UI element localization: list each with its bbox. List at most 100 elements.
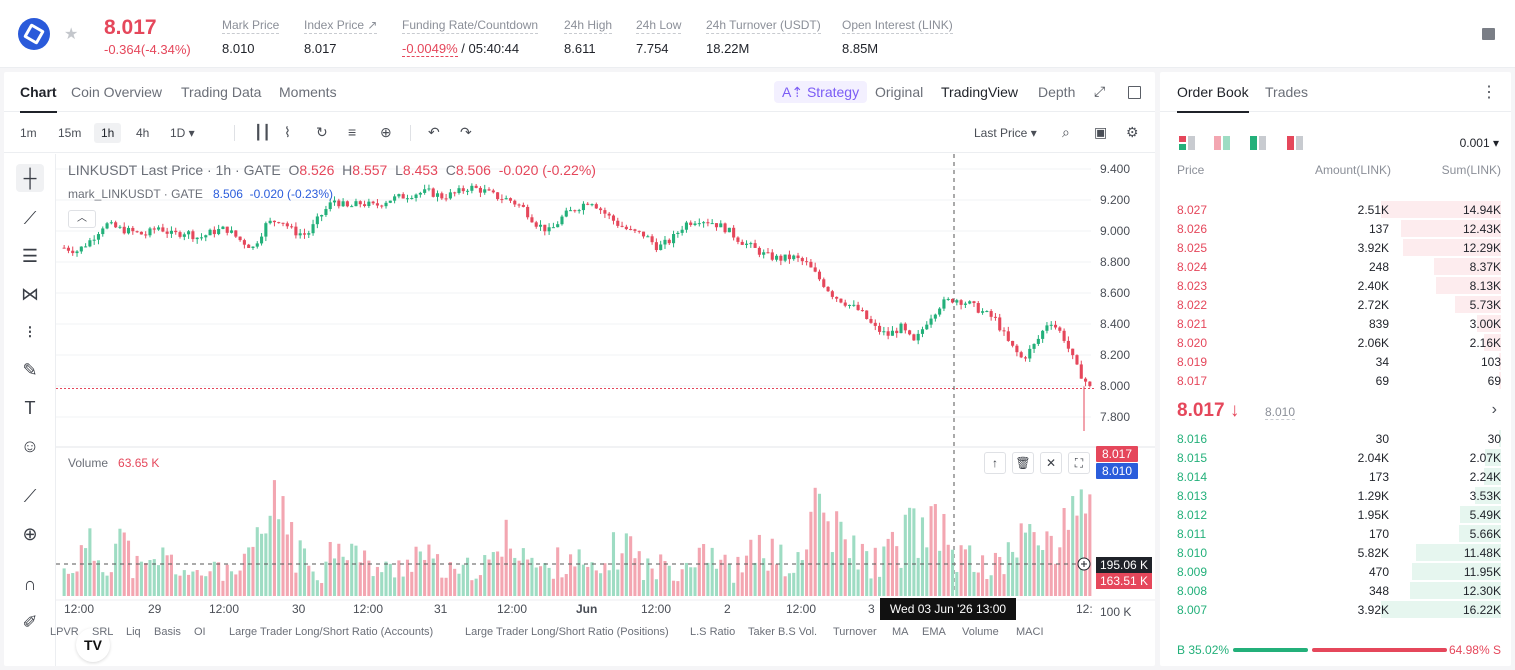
text-tool-icon[interactable]: T [24,398,36,418]
view-both-icon[interactable] [1179,136,1195,150]
emoji-icon[interactable]: ☺ [20,436,40,456]
indicator-item[interactable]: Large Trader Long/Short Ratio (Positions… [465,626,669,638]
indicator-item[interactable]: Volume [962,626,999,638]
ask-row[interactable]: 8.022 2.72K 5.73K [1160,295,1511,314]
indicator-item[interactable]: Taker B.S Vol. [748,626,818,638]
ask-row[interactable]: 8.024 248 8.37K [1160,257,1511,276]
indicator-item[interactable]: Basis [154,626,181,638]
more-options-icon[interactable]: ⋮ [1481,84,1497,101]
interval-1d[interactable]: 1D ▾ [170,126,195,140]
interval-4h[interactable]: 4h [136,126,150,140]
interval-15m[interactable]: 15m [58,126,82,140]
bid-row[interactable]: 8.010 5.82K 11.48K [1160,543,1511,562]
camera-icon[interactable]: ▣ [1094,124,1108,140]
ask-row[interactable]: 8.019 34 103 [1160,352,1511,371]
refresh-icon[interactable]: ↻ [316,124,328,140]
bid-row[interactable]: 8.014 173 2.24K [1160,467,1511,486]
tab-order-book[interactable]: Order Book [1177,84,1249,113]
indicator-item[interactable]: Large Trader Long/Short Ratio (Accounts) [229,626,434,638]
candle [92,239,96,241]
price-chart[interactable]: LINKUSDT Last Price · 1h · GATE O8.526 H… [50,154,1155,666]
undo-icon[interactable]: ↶ [428,124,440,140]
crosshair-icon[interactable]: ┼ [16,164,44,192]
search-icon[interactable]: ⌕ [1062,124,1070,140]
view-original[interactable]: Original [875,84,924,100]
pattern-icon[interactable]: ⋈ [21,284,39,304]
strategy-button[interactable]: A⇡ Strategy [774,81,868,103]
tab-trading-data[interactable]: Trading Data [181,84,262,100]
candle [736,237,740,242]
indicator-item[interactable]: Liq [126,626,141,638]
ask-row[interactable]: 8.020 2.06K 2.16K [1160,333,1511,352]
book-icon[interactable] [1482,28,1495,40]
view-asks-icon[interactable] [1287,136,1303,150]
maximize-icon[interactable]: ⛶ [1068,452,1090,474]
ask-row[interactable]: 8.017 69 69 [1160,371,1511,390]
redo-icon[interactable]: ↷ [460,124,472,140]
bid-row[interactable]: 8.013 1.29K 3.53K [1160,486,1511,505]
drawing-toolbar: ┼ ⟋ ☰ ⋈ ⁝ ✎ T ☺ ⟋ ⊕ ∩ ✐ [4,154,56,666]
brush-icon[interactable]: ✎ [22,360,38,380]
indicator-item[interactable]: L.S Ratio [690,626,736,638]
bid-row[interactable]: 8.011 170 5.66K [1160,524,1511,543]
collapse-legend-button[interactable]: ︿ [68,210,96,228]
collapse-icon[interactable]: ✕ [1040,452,1062,474]
pencil-lock-icon[interactable]: ✐ [22,612,38,632]
horizontal-lines-icon[interactable]: ☰ [21,246,39,266]
ask-row[interactable]: 8.025 3.92K 12.29K [1160,238,1511,257]
tab-chart[interactable]: Chart [20,84,57,113]
favorite-star-icon[interactable]: ★ [64,26,79,43]
ask-row[interactable]: 8.023 2.40K 8.13K [1160,276,1511,295]
magnet-icon[interactable]: ∩ [23,574,37,594]
ask-row[interactable]: 8.026 137 12.43K [1160,219,1511,238]
stat-funding-rate[interactable]: Funding Rate/Countdown -0.0049% / 05:40:… [402,18,539,57]
view-depth[interactable]: Depth [1038,84,1076,100]
zoom-in-icon[interactable]: ⊕ [22,524,38,544]
bid-row[interactable]: 8.008 348 12.30K [1160,581,1511,600]
precision-select[interactable]: 0.001 ▾ [1459,136,1499,150]
volume-bar [676,581,680,596]
fib-icon[interactable]: ⁝ [27,322,33,342]
template-icon[interactable]: ≡ [348,124,357,140]
indicator-item[interactable]: LPVR [50,626,79,638]
add-indicator-icon[interactable]: ⊕ [380,124,392,140]
trendline-icon[interactable]: ⟋ [23,208,37,228]
volume-bar [453,568,457,596]
window-icon[interactable] [1128,86,1141,99]
interval-1h[interactable]: 1h [94,123,122,143]
bid-row[interactable]: 8.016 30 30 [1160,429,1511,448]
ruler-icon[interactable]: ⟋ [23,486,37,506]
indicator-item[interactable]: MA [892,626,909,638]
candle [1075,355,1079,365]
price-type-select[interactable]: Last Price ▾ [974,126,1037,140]
chevron-right-icon[interactable]: › [1491,401,1497,418]
indicator-item[interactable]: SRL [92,626,114,638]
bid-row[interactable]: 8.009 470 11.95K [1160,562,1511,581]
bid-amount: 3.92K [1357,603,1389,617]
ask-row[interactable]: 8.027 2.51K 14.94K [1160,200,1511,219]
indicator-icon[interactable]: ⌇ [284,124,291,140]
indicator-item[interactable]: EMA [922,626,946,638]
fullscreen-icon[interactable]: ⤢ [1094,83,1106,99]
move-up-icon[interactable]: ↑ [984,452,1006,474]
view-bids-icon[interactable] [1250,136,1266,150]
indicator-item[interactable]: OI [194,626,206,638]
bid-row[interactable]: 8.007 3.92K 16.22K [1160,600,1511,619]
view-mixed-icon[interactable] [1214,136,1230,150]
delete-icon[interactable]: 🗑 [1012,452,1034,474]
candle-type-icon[interactable]: ┃┃ [254,124,271,140]
stat-mark-price[interactable]: Mark Price 8.010 [222,18,280,56]
indicator-item[interactable]: Turnover [833,626,877,638]
ask-row[interactable]: 8.021 839 3.00K [1160,314,1511,333]
stat-index-price[interactable]: Index Price ↗ 8.017 [304,18,378,56]
bid-row[interactable]: 8.012 1.95K 5.49K [1160,505,1511,524]
indicator-item[interactable]: MACI [1016,626,1044,638]
tab-coin-overview[interactable]: Coin Overview [71,84,163,100]
settings-gear-icon[interactable]: ⚙ [1126,124,1139,140]
view-tradingview[interactable]: TradingView [941,84,1019,100]
bid-row[interactable]: 8.015 2.04K 2.07K [1160,448,1511,467]
interval-1m[interactable]: 1m [20,126,37,140]
tab-moments[interactable]: Moments [279,84,337,100]
tab-trades[interactable]: Trades [1265,84,1309,100]
tradingview-logo[interactable]: TV [76,628,110,662]
